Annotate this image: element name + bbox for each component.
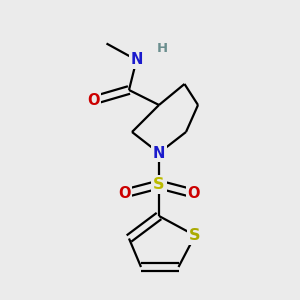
Text: O: O	[87, 93, 99, 108]
Text: N: N	[130, 52, 143, 68]
Text: O: O	[118, 186, 131, 201]
Text: S: S	[189, 228, 201, 243]
Text: N: N	[153, 146, 165, 160]
Text: S: S	[153, 177, 165, 192]
Text: H: H	[156, 41, 168, 55]
Text: O: O	[187, 186, 200, 201]
